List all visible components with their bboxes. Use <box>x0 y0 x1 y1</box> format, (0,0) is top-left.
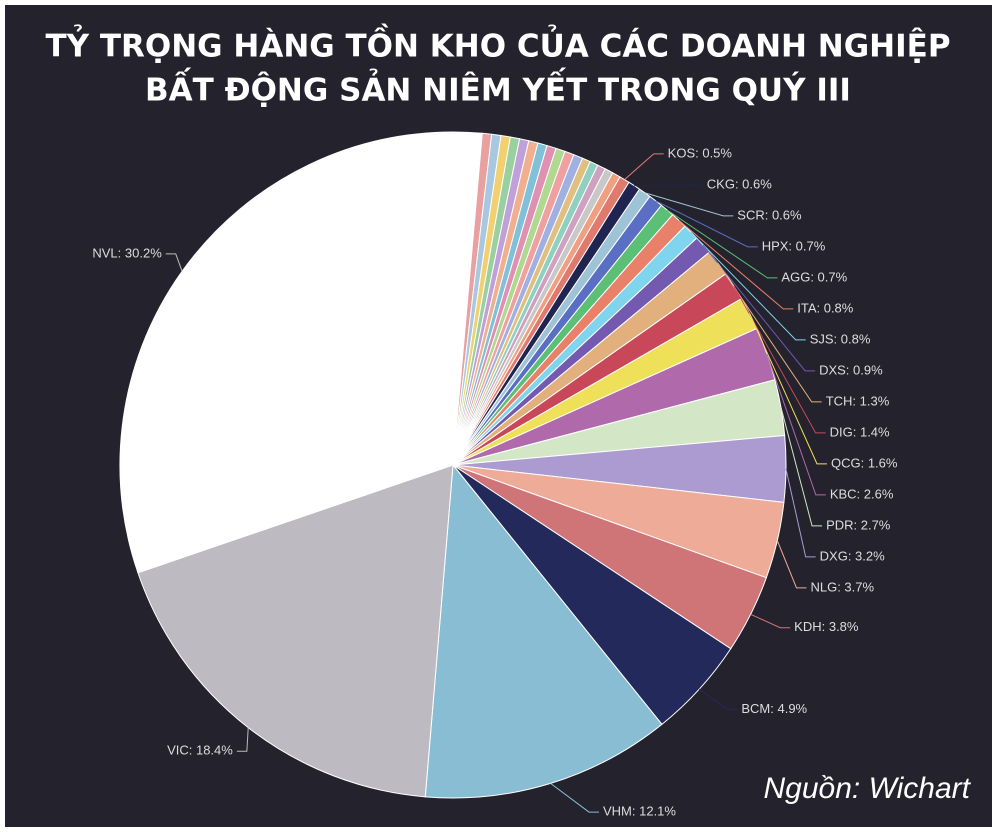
leader-line <box>717 262 822 403</box>
data-label: VHM: 12.1% <box>603 804 676 819</box>
data-label: NVL: 30.2% <box>92 245 162 260</box>
data-label: VIC: 18.4% <box>167 743 233 758</box>
source: Nguồn: Wichart <box>764 772 972 805</box>
leader-line <box>749 313 827 465</box>
data-label: HPX: 0.7% <box>762 238 826 253</box>
data-label: CKG: 0.6% <box>707 176 772 191</box>
pie: KOS: 0.5% CKG: 0.6% SCR: 0.6% HPX: 0.7% AGG:… <box>92 131 898 819</box>
data-label: QCG: 1.6% <box>831 455 898 470</box>
data-label: SJS: 0.8% <box>810 331 871 346</box>
leader-line <box>776 540 807 589</box>
data-label: KOS: 0.5% <box>668 145 733 160</box>
leader-line <box>733 285 826 434</box>
leader-line <box>550 782 599 813</box>
data-label: DXS: 0.9% <box>819 362 883 377</box>
leader-line <box>678 219 794 310</box>
chart-title: BẤT ĐỘNG SẢN NIÊM YẾT TRONG QUÝ III <box>145 69 851 109</box>
leader-line <box>785 468 816 558</box>
data-label: TCH: 1.3% <box>826 393 890 408</box>
pie-slice <box>424 463 663 799</box>
leader-line <box>750 613 791 629</box>
leader-line <box>644 192 734 217</box>
leader-line <box>766 353 826 496</box>
leader-line <box>702 244 816 372</box>
data-label: DXG: 3.2% <box>820 548 885 563</box>
data-label: ITA: 0.8% <box>797 300 854 315</box>
leader-line <box>698 688 738 710</box>
leader-line <box>780 407 823 527</box>
chart-title: TỶ TRỌNG HÀNG TỒN KHO CỦA CÁC DOANH NGHI… <box>45 24 950 65</box>
leader-line <box>165 253 183 272</box>
leader-line <box>666 209 778 279</box>
leader-line <box>236 727 249 752</box>
data-label: NLG: 3.7% <box>810 579 874 594</box>
data-label: PDR: 2.7% <box>826 517 891 532</box>
leader-line <box>690 231 806 341</box>
data-label: KDH: 3.8% <box>794 619 859 634</box>
leader-line <box>634 184 703 187</box>
data-label: AGG: 0.7% <box>781 269 847 284</box>
data-label: SCR: 0.6% <box>737 207 802 222</box>
data-label: BCM: 4.9% <box>741 701 807 716</box>
data-label: DIG: 1.4% <box>830 424 890 439</box>
leader-line <box>655 200 758 248</box>
data-label: KBC: 2.6% <box>830 486 894 501</box>
leader-line <box>624 153 664 180</box>
